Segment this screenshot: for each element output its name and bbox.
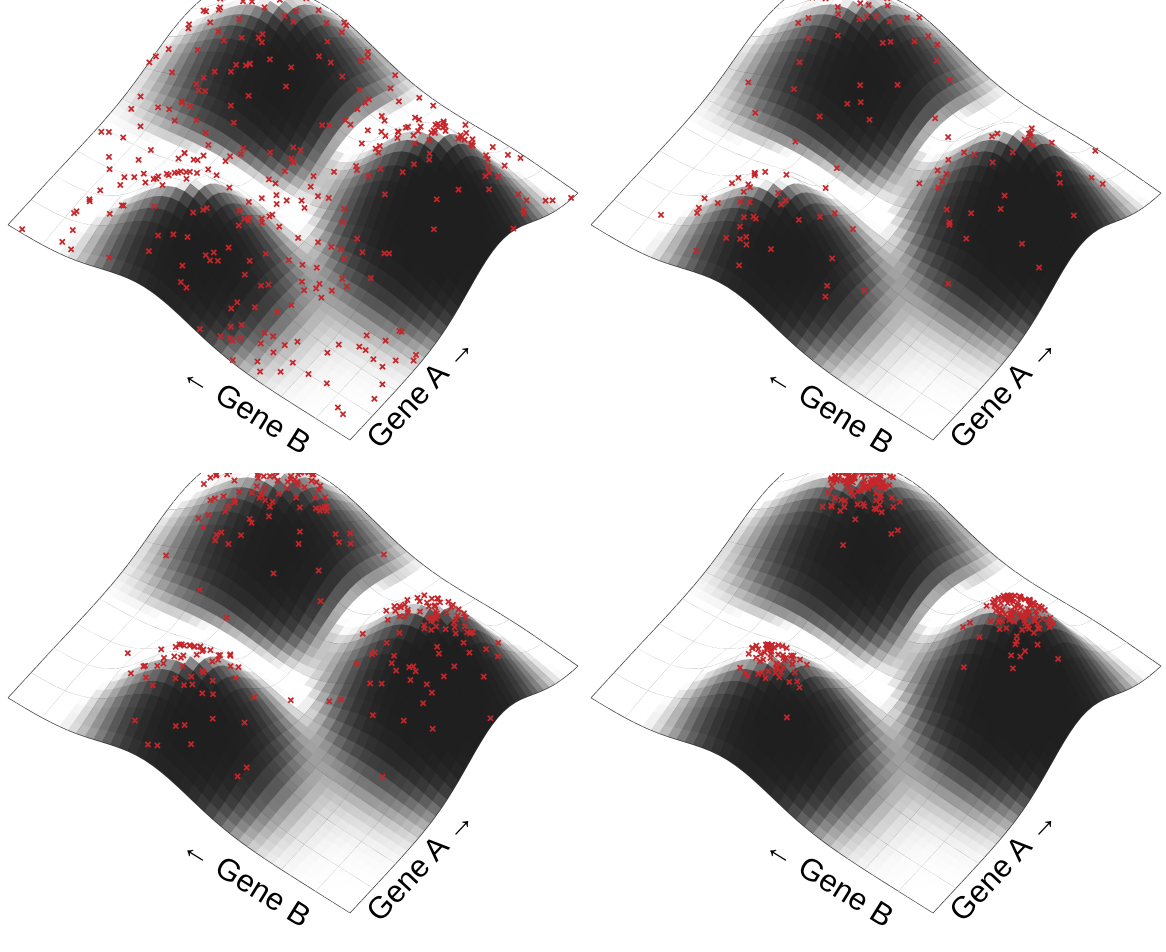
- panel: ← Gene BGene A →: [8, 0, 578, 461]
- panel: ← Gene BGene A →: [591, 0, 1161, 461]
- page: ← Gene BGene A →← Gene BGene A →← Gene B…: [0, 0, 1166, 947]
- figure: ← Gene BGene A →← Gene BGene A →← Gene B…: [0, 0, 1166, 947]
